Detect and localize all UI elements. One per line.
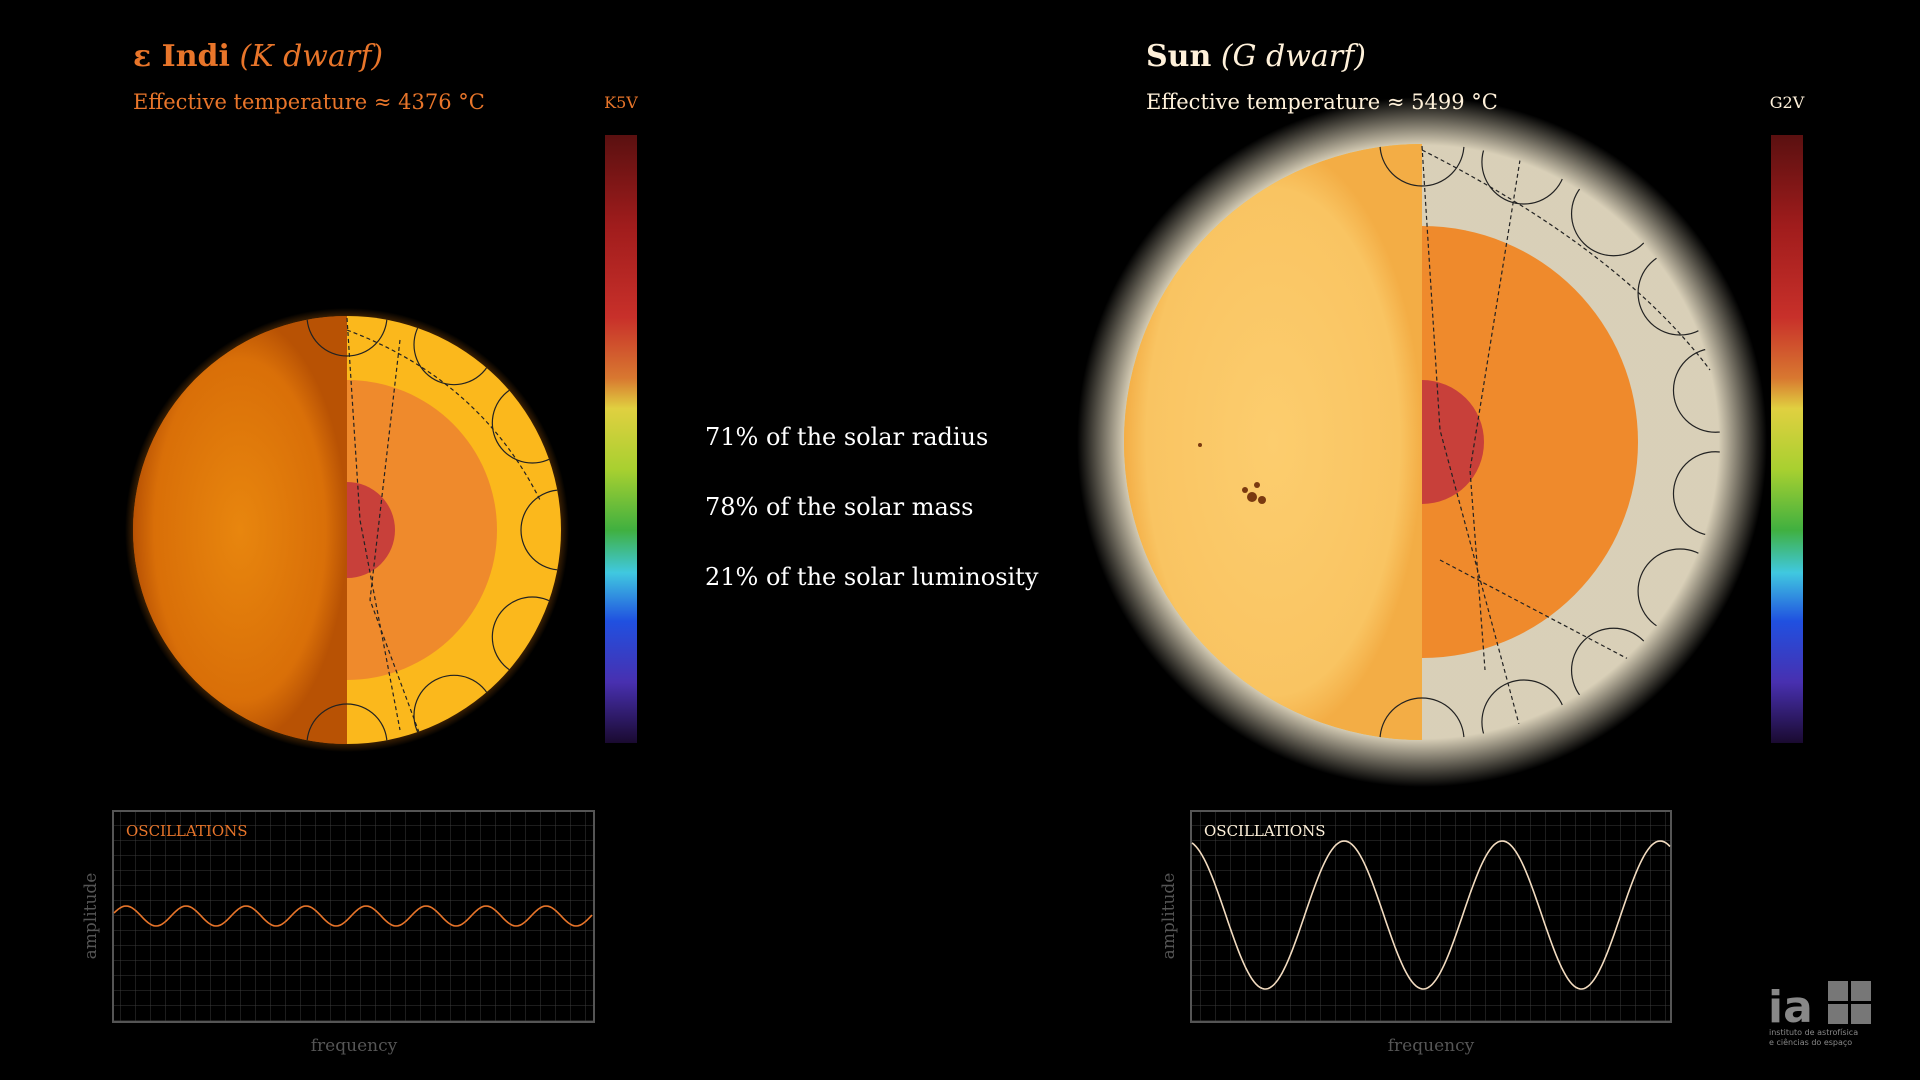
star-class: (K dwarf) bbox=[239, 39, 383, 74]
cell bbox=[520, 489, 561, 571]
star-k bbox=[133, 316, 561, 744]
star-title: ε Indi (K dwarf) bbox=[133, 39, 383, 74]
wave-paths bbox=[346, 317, 541, 736]
logo-mark: ia bbox=[1768, 982, 1813, 1033]
oscillation-panel: OSCILLATIONS amplitude frequency bbox=[81, 810, 595, 1056]
grid bbox=[112, 810, 595, 1023]
x-label: frequency bbox=[311, 1036, 398, 1056]
star-class: (G dwarf) bbox=[1221, 39, 1366, 74]
y-label: amplitude bbox=[1159, 873, 1179, 960]
y-label: amplitude bbox=[81, 873, 101, 960]
x-label: frequency bbox=[1388, 1036, 1475, 1056]
logo-text: e ciências do espaço bbox=[1769, 1037, 1852, 1047]
logo-tile bbox=[1828, 1004, 1848, 1024]
star-name: ε Indi bbox=[133, 39, 230, 74]
logo-tile bbox=[1851, 981, 1871, 1001]
spectral-type: K5V bbox=[604, 93, 638, 112]
panel-title: OSCILLATIONS bbox=[126, 822, 248, 840]
sunspots bbox=[1198, 443, 1266, 504]
wave bbox=[1191, 840, 1671, 990]
logo-tile bbox=[1828, 981, 1848, 1001]
grid bbox=[1190, 810, 1672, 1023]
spectrum bbox=[605, 135, 637, 743]
wave-paths bbox=[1421, 145, 1711, 729]
cell bbox=[1379, 697, 1465, 740]
comparison: 71% of the solar radius bbox=[705, 423, 988, 451]
comparison: 21% of the solar luminosity bbox=[705, 563, 1039, 591]
cell bbox=[306, 703, 388, 744]
logo-text: instituto de astrofísica bbox=[1769, 1028, 1858, 1037]
spectrum bbox=[1771, 135, 1803, 743]
logo: ia instituto de astrofísica e ciências d… bbox=[1768, 981, 1871, 1047]
photosphere-cover bbox=[133, 316, 347, 744]
cell bbox=[1379, 144, 1465, 187]
comparison: 78% of the solar mass bbox=[705, 493, 973, 521]
temperature: Effective temperature ≈ 4376 °C bbox=[133, 90, 485, 114]
panel-title: OSCILLATIONS bbox=[1204, 822, 1326, 840]
wave bbox=[113, 905, 593, 927]
oscillation-panel: OSCILLATIONS amplitude frequency bbox=[1159, 810, 1672, 1056]
logo-tile bbox=[1851, 1004, 1871, 1024]
star-title: Sun (G dwarf) bbox=[1146, 39, 1366, 74]
star-name: Sun bbox=[1146, 39, 1211, 74]
spectral-type: G2V bbox=[1770, 93, 1805, 112]
cell bbox=[306, 316, 388, 357]
